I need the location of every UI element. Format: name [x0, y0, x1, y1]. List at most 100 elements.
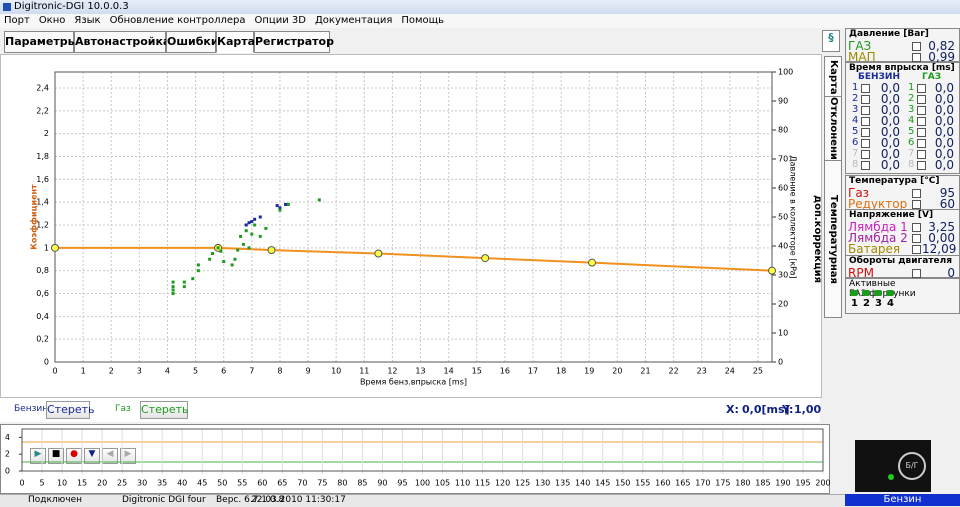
row-checkbox[interactable]: [917, 161, 926, 170]
tab[interactable]: Карта: [216, 31, 255, 53]
petrol-value: 0,0: [880, 147, 900, 161]
gas-value: 0,0: [934, 136, 954, 150]
tool-button[interactable]: §: [822, 30, 840, 52]
erase-gas-button[interactable]: Стереть: [140, 401, 189, 419]
petrol-value: 0,0: [880, 81, 900, 95]
row-checkbox[interactable]: [861, 161, 870, 170]
side-tab[interactable]: Отклонения: [824, 96, 842, 166]
row-checkbox[interactable]: [861, 128, 870, 137]
menu-item[interactable]: Обновление контроллера: [109, 15, 246, 26]
injector-icon: [862, 290, 870, 296]
row-label: Редуктор: [848, 197, 908, 211]
row-checkbox[interactable]: [917, 95, 926, 104]
status-device: Digitronic DGI four: [122, 495, 206, 505]
row-number: 4: [908, 115, 915, 126]
row-value: 3,25: [928, 220, 955, 234]
stop-button[interactable]: ■: [48, 448, 64, 464]
injector-label: 3: [875, 298, 882, 309]
row-value: 0,00: [928, 231, 955, 245]
row-value: 12,09: [922, 242, 957, 256]
status-date: 22.03.2010 11:30:17: [251, 495, 346, 505]
row-checkbox[interactable]: [917, 117, 926, 126]
menu-item[interactable]: Документация: [314, 15, 393, 26]
legend-row: [0, 398, 820, 422]
row-number: 6: [908, 137, 915, 148]
section-title: Обороты двигателя: [849, 256, 952, 266]
menu-bar: Порт Окно Язык Обновление контроллера Опции …: [0, 14, 960, 28]
row-checkbox[interactable]: [912, 223, 921, 232]
row-label: МАП: [848, 50, 876, 64]
menu-item[interactable]: Помощь: [401, 15, 444, 26]
panel-box: [845, 278, 960, 314]
row-value: 60: [939, 197, 955, 211]
cursor-y-label: Y:: [782, 403, 794, 416]
injector-icon: [874, 290, 882, 296]
row-number: 1: [908, 82, 915, 93]
menu-item[interactable]: Окно: [38, 15, 66, 26]
row-checkbox[interactable]: [912, 245, 921, 254]
record-button[interactable]: ●: [66, 448, 82, 464]
row-number: 1: [852, 82, 859, 93]
side-tab[interactable]: Карта: [824, 56, 842, 98]
gas-value: 0,0: [934, 81, 954, 95]
erase-petrol-button[interactable]: Стереть: [46, 401, 95, 419]
row-checkbox[interactable]: [917, 106, 926, 115]
petrol-value: 0,0: [880, 103, 900, 117]
status-version: Верс. 6.7 1.0.8: [216, 495, 285, 505]
row-checkbox[interactable]: [861, 139, 870, 148]
gas-value: 0,0: [934, 114, 954, 128]
row-checkbox[interactable]: [912, 200, 921, 209]
side-tab[interactable]: Температурная доп.коррекция: [812, 160, 842, 318]
col-head: ГАЗ: [922, 72, 942, 82]
back-button[interactable]: ◀: [102, 448, 118, 464]
row-checkbox[interactable]: [861, 117, 870, 126]
row-label: RPM: [848, 266, 874, 280]
gas-value: 0,0: [934, 158, 954, 172]
row-checkbox[interactable]: [861, 84, 870, 93]
menu-item[interactable]: Порт: [4, 15, 30, 26]
menu-item[interactable]: Опции 3D: [254, 15, 306, 26]
petrol-value: 0,0: [880, 114, 900, 128]
menu-item[interactable]: Язык: [74, 15, 101, 26]
tab[interactable]: Ошибки: [166, 31, 219, 53]
row-checkbox[interactable]: [912, 269, 921, 278]
gas-value: 0,0: [934, 147, 954, 161]
section-title: Давление [Bar]: [849, 29, 929, 39]
tab[interactable]: Автонастройка: [74, 31, 170, 53]
play-button[interactable]: ▶: [30, 448, 46, 464]
injector-icon: [850, 290, 858, 296]
cursor-x-label: X:: [726, 403, 739, 416]
row-checkbox[interactable]: [917, 139, 926, 148]
gas-led: [888, 474, 894, 480]
row-checkbox[interactable]: [861, 95, 870, 104]
save-button[interactable]: ▼: [84, 448, 100, 464]
petrol-value: 0,0: [880, 136, 900, 150]
row-checkbox[interactable]: [912, 42, 921, 51]
row-number: 5: [852, 126, 859, 137]
row-checkbox[interactable]: [861, 150, 870, 159]
row-checkbox[interactable]: [912, 189, 921, 198]
row-checkbox[interactable]: [917, 128, 926, 137]
row-checkbox[interactable]: [917, 84, 926, 93]
switch-icon: Б/Г: [898, 452, 926, 480]
petrol-value: 0,0: [880, 92, 900, 106]
row-number: 2: [908, 93, 915, 104]
row-label: ГАЗ: [848, 39, 872, 53]
tab[interactable]: Регистратор: [254, 31, 334, 53]
section-title: Время впрыска [ms]: [849, 63, 955, 73]
chart-panel: [0, 54, 822, 398]
row-checkbox[interactable]: [912, 234, 921, 243]
row-number: 8: [852, 159, 859, 170]
status-state: Подключен: [28, 495, 82, 505]
row-checkbox[interactable]: [861, 106, 870, 115]
row-checkbox[interactable]: [912, 53, 921, 62]
row-checkbox[interactable]: [917, 150, 926, 159]
tab[interactable]: Параметры: [4, 31, 78, 53]
row-value: 95: [939, 186, 955, 200]
row-label: Лямбда 1: [848, 220, 908, 234]
row-value: 0,82: [928, 39, 955, 53]
row-label: Лямбда 2: [848, 231, 908, 245]
section-title: Температура [°C]: [849, 176, 940, 186]
row-number: 2: [852, 93, 859, 104]
forward-button[interactable]: ▶: [120, 448, 136, 464]
